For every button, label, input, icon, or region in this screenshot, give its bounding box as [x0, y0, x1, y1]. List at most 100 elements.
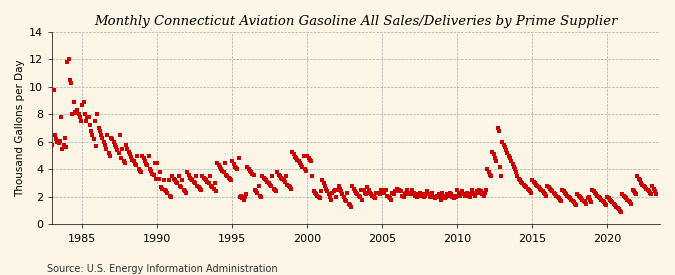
Point — [520, 184, 531, 188]
Point — [86, 129, 97, 133]
Point — [183, 173, 194, 177]
Point — [88, 137, 99, 141]
Point — [106, 136, 117, 140]
Point — [338, 195, 349, 199]
Point — [429, 196, 440, 200]
Point — [259, 177, 270, 181]
Point — [89, 119, 100, 123]
Point — [533, 185, 544, 189]
Point — [592, 193, 603, 198]
Point — [234, 156, 244, 161]
Point — [331, 195, 342, 199]
Point — [598, 200, 609, 205]
Point — [344, 203, 355, 207]
Point — [482, 167, 493, 172]
Point — [151, 177, 161, 181]
Point — [539, 192, 550, 196]
Point — [158, 178, 169, 183]
Point — [463, 193, 474, 198]
Point — [221, 173, 232, 177]
Point — [140, 159, 151, 163]
Point — [149, 160, 160, 165]
Point — [287, 149, 298, 154]
Point — [627, 188, 638, 192]
Point — [101, 147, 111, 151]
Point — [614, 208, 625, 213]
Point — [136, 170, 146, 174]
Point — [571, 203, 582, 207]
Point — [266, 184, 277, 188]
Point — [397, 193, 408, 198]
Point — [215, 164, 225, 169]
Point — [518, 182, 529, 187]
Point — [402, 188, 413, 192]
Point — [411, 192, 422, 196]
Point — [275, 175, 286, 180]
Point — [72, 108, 83, 112]
Point — [55, 115, 66, 119]
Point — [284, 185, 295, 189]
Point — [617, 192, 628, 196]
Point — [622, 197, 633, 202]
Point — [500, 145, 510, 150]
Point — [182, 170, 193, 174]
Point — [97, 136, 108, 140]
Point — [439, 196, 450, 200]
Point — [267, 174, 278, 178]
Point — [603, 196, 614, 200]
Point — [536, 188, 547, 192]
Point — [624, 200, 635, 205]
Point — [645, 191, 655, 195]
Point — [99, 140, 109, 144]
Point — [586, 200, 597, 205]
Point — [197, 174, 208, 178]
Point — [450, 193, 460, 198]
Point — [142, 163, 153, 167]
Point — [48, 87, 59, 92]
Point — [473, 188, 484, 192]
Point — [335, 189, 346, 194]
Point — [301, 169, 312, 173]
Point — [422, 189, 433, 194]
Point — [99, 142, 110, 147]
Point — [167, 174, 178, 178]
Point — [232, 167, 243, 172]
Point — [502, 151, 513, 155]
Point — [126, 155, 136, 159]
Point — [523, 188, 534, 192]
Point — [620, 195, 630, 199]
Point — [596, 197, 607, 202]
Point — [591, 192, 601, 196]
Point — [196, 188, 207, 192]
Point — [548, 191, 559, 195]
Point — [522, 186, 533, 191]
Point — [176, 185, 186, 189]
Point — [593, 195, 604, 199]
Point — [178, 188, 189, 192]
Point — [162, 191, 173, 195]
Point — [192, 184, 202, 188]
Point — [242, 164, 252, 169]
Point — [127, 158, 138, 162]
Point — [376, 188, 387, 192]
Point — [599, 202, 610, 206]
Point — [121, 142, 132, 147]
Point — [527, 178, 538, 183]
Point — [109, 142, 120, 147]
Point — [438, 193, 449, 198]
Point — [457, 189, 468, 194]
Point — [382, 193, 393, 198]
Point — [231, 166, 242, 170]
Point — [492, 126, 503, 130]
Point — [583, 195, 594, 199]
Point — [230, 164, 240, 169]
Point — [407, 188, 418, 192]
Point — [92, 112, 103, 117]
Point — [96, 133, 107, 137]
Point — [640, 185, 651, 189]
Point — [271, 189, 281, 194]
Point — [337, 192, 348, 196]
Point — [363, 188, 374, 192]
Point — [269, 188, 280, 192]
Point — [453, 191, 464, 195]
